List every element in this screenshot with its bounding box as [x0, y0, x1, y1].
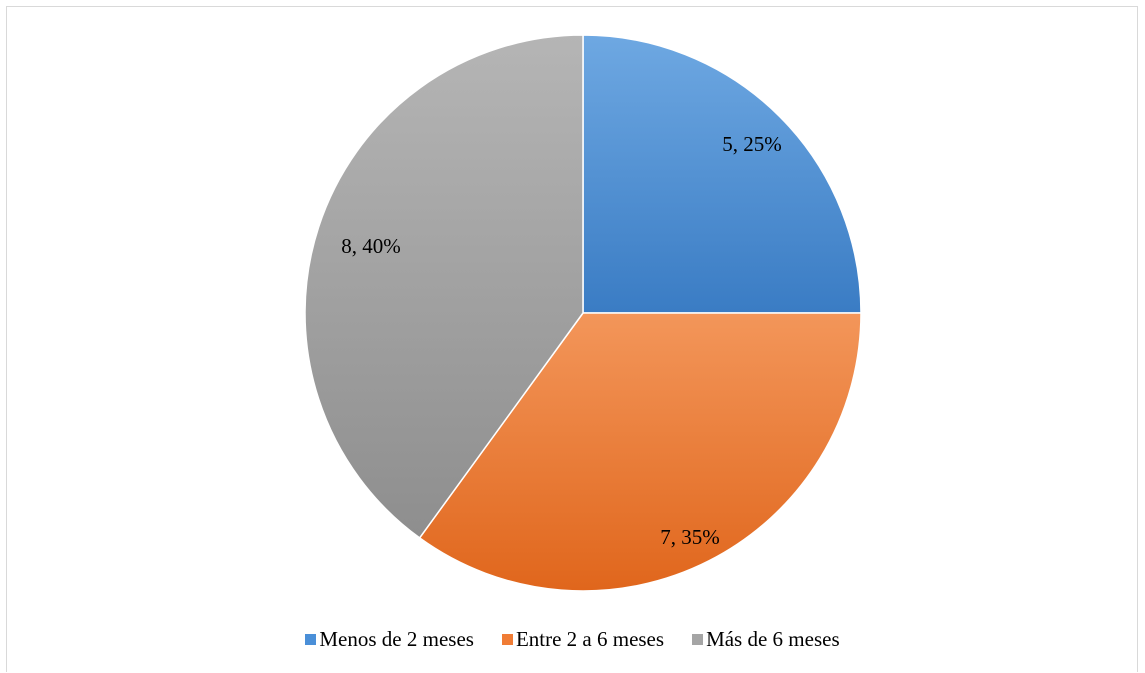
- pie-slice-1: [583, 35, 861, 313]
- legend-item-entre-2-a-6-meses: Entre 2 a 6 meses: [502, 627, 664, 652]
- legend-label: Entre 2 a 6 meses: [516, 627, 664, 652]
- legend: Menos de 2 meses Entre 2 a 6 meses Más d…: [0, 627, 1145, 652]
- legend-swatch: [692, 634, 703, 645]
- data-label-3: 8, 40%: [341, 234, 401, 258]
- legend-item-mas-de-6-meses: Más de 6 meses: [692, 627, 840, 652]
- legend-label: Más de 6 meses: [706, 627, 840, 652]
- legend-swatch: [502, 634, 513, 645]
- data-label-1: 5, 25%: [722, 132, 782, 156]
- data-label-2: 7, 35%: [660, 525, 720, 549]
- legend-swatch: [305, 634, 316, 645]
- legend-label: Menos de 2 meses: [319, 627, 474, 652]
- legend-item-menos-de-2-meses: Menos de 2 meses: [305, 627, 474, 652]
